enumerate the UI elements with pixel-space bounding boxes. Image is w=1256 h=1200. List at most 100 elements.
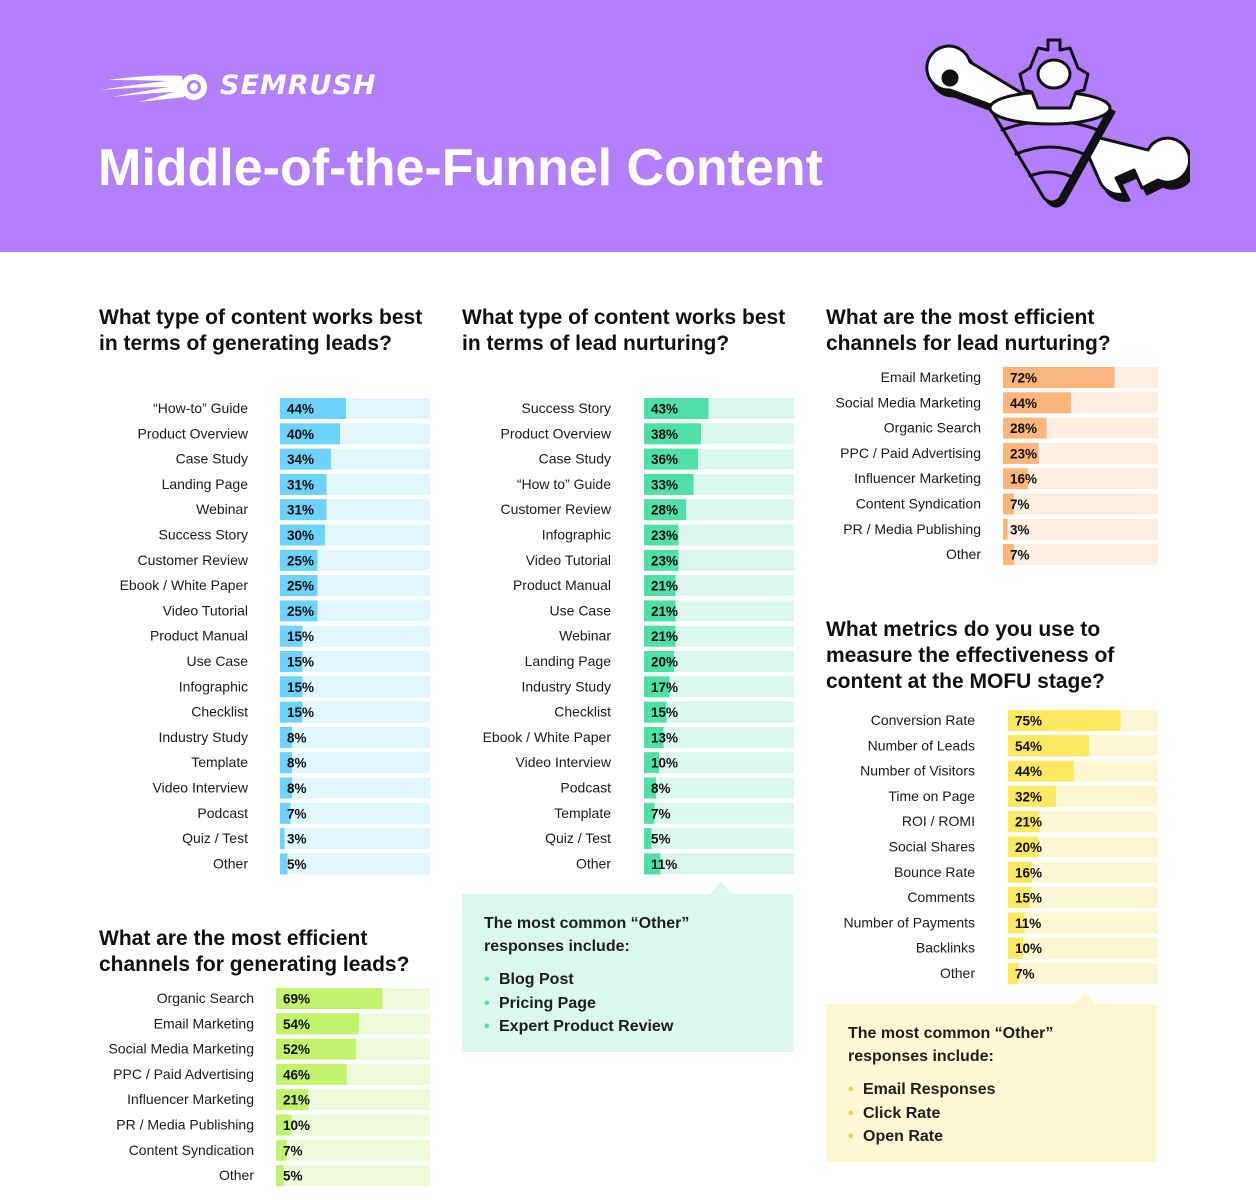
bar-track <box>644 651 794 672</box>
bar-row: Other 5% <box>213 853 430 875</box>
bar <box>280 752 292 774</box>
bar-value-label: 34% <box>287 452 314 467</box>
bar-track <box>280 752 430 774</box>
bar-label: Template <box>554 805 611 821</box>
bar-row: Case Study 36% <box>539 448 794 470</box>
bar-label: Comments <box>907 889 975 905</box>
bar-value-label: 23% <box>1010 446 1037 461</box>
bar <box>1008 861 1032 883</box>
bar-label: Number of Visitors <box>860 763 975 779</box>
bar-value-label: 5% <box>287 857 307 872</box>
bar-value-label: 75% <box>1015 714 1042 729</box>
bar-row: Customer Review 25% <box>138 549 430 571</box>
bar-row: Webinar 21% <box>559 625 794 647</box>
bar-value-label: 7% <box>651 806 671 821</box>
bar-track <box>280 828 430 850</box>
bar-label: Backlinks <box>916 940 975 956</box>
bar-row: Number of Payments 11% <box>844 912 1158 934</box>
bar-label: Use Case <box>187 653 249 669</box>
bar-track <box>644 549 794 571</box>
bar-label: Video Tutorial <box>526 552 611 568</box>
bar <box>1008 836 1038 858</box>
bar <box>280 701 303 723</box>
bar <box>280 549 318 571</box>
bar <box>280 423 340 445</box>
bar-track <box>644 701 794 723</box>
bar-label: PPC / Paid Advertising <box>840 445 981 461</box>
bar-label: Influencer Marketing <box>854 470 981 486</box>
bar-track <box>276 1089 430 1111</box>
callout-nurturing-other: The most common “Other” responses includ… <box>462 894 793 1052</box>
bar-label: Email Marketing <box>881 369 981 385</box>
bar <box>276 1139 287 1161</box>
bar-row: Social Shares 20% <box>889 836 1158 858</box>
bar-label: Success Story <box>522 400 611 416</box>
bar-track <box>1008 912 1158 934</box>
bar-track <box>1008 861 1158 883</box>
bar-label: Infographic <box>179 678 248 694</box>
bar <box>280 651 303 672</box>
bar-row: Content Syndication 7% <box>129 1139 430 1161</box>
bar-value-label: 21% <box>283 1093 310 1108</box>
bar-label: Social Media Marketing <box>835 394 981 410</box>
bar-value-label: 17% <box>651 680 678 695</box>
bar-label: Other <box>946 546 981 562</box>
bar-row: PR / Media Publishing 3% <box>843 518 1158 540</box>
list-item: • Open Rate <box>848 1128 944 1145</box>
bar-label: Number of Leads <box>868 737 975 753</box>
bar <box>1003 442 1039 464</box>
bar-value-label: 15% <box>287 629 314 644</box>
bar-value-label: 8% <box>287 781 307 796</box>
bar <box>644 802 655 824</box>
callout-list: • Blog Post • Pricing Page • Expert Product… <box>484 968 771 1039</box>
bar <box>1008 785 1056 807</box>
bar-label: Use Case <box>550 602 612 618</box>
bar-track <box>276 1165 430 1187</box>
bar-track <box>1008 887 1158 909</box>
bar <box>1008 912 1025 934</box>
bar-value-label: 31% <box>287 503 314 518</box>
bar-track <box>280 853 430 875</box>
chart-2-title: What type of content works best in terms… <box>462 306 786 355</box>
bar <box>280 575 318 597</box>
bar <box>644 828 652 850</box>
bar-label: Customer Review <box>138 552 249 568</box>
bar-row: Video Tutorial 23% <box>526 549 794 571</box>
bar-label: Video Tutorial <box>163 602 248 618</box>
list-item: • Expert Product Review <box>484 1018 674 1035</box>
bar <box>1003 392 1072 414</box>
bar-row: Use Case 21% <box>550 600 794 622</box>
bar-value-label: 32% <box>1015 789 1042 804</box>
bar-track <box>644 802 794 824</box>
bar <box>276 1063 347 1085</box>
bar-value-label: 21% <box>651 629 678 644</box>
bar-row: Template 8% <box>191 752 430 774</box>
bar <box>280 676 303 698</box>
bar-value-label: 30% <box>287 528 314 543</box>
bar-value-label: 25% <box>287 604 314 619</box>
bar-label: Infographic <box>542 527 611 543</box>
chart-3-title: What are the most efficient channels for… <box>826 306 1111 355</box>
bar-value-label: 10% <box>651 756 678 771</box>
bar-row: PPC / Paid Advertising 23% <box>840 442 1158 464</box>
chart-4-title: What metrics do you use to measure the e… <box>826 618 1115 693</box>
list-item: • Click Rate <box>848 1104 941 1122</box>
bar <box>644 448 698 470</box>
chart-lead-nurturing-content: Success Story 43% Product Overview 38% Case … <box>483 398 794 875</box>
bar-row: Influencer Marketing 16% <box>854 468 1158 490</box>
bar <box>280 499 327 521</box>
bar-value-label: 16% <box>1015 865 1042 880</box>
bar-value-label: 23% <box>651 553 678 568</box>
bar <box>1003 417 1047 439</box>
bar-label: Social Media Marketing <box>108 1041 254 1057</box>
bar-row: Email Marketing 54% <box>154 1013 430 1035</box>
bar <box>1003 544 1014 566</box>
bar-value-label: 44% <box>1010 396 1037 411</box>
bar <box>644 701 667 723</box>
bar-label: Other <box>576 855 611 871</box>
bar-row: Landing Page 20% <box>525 651 794 672</box>
chart-generating-leads-content: “How-to” Guide 44% Product Overview 40% Case… <box>120 398 430 875</box>
bar <box>1008 937 1023 959</box>
bar-row: “How to” Guide 33% <box>517 473 794 495</box>
bar-track <box>644 853 794 875</box>
